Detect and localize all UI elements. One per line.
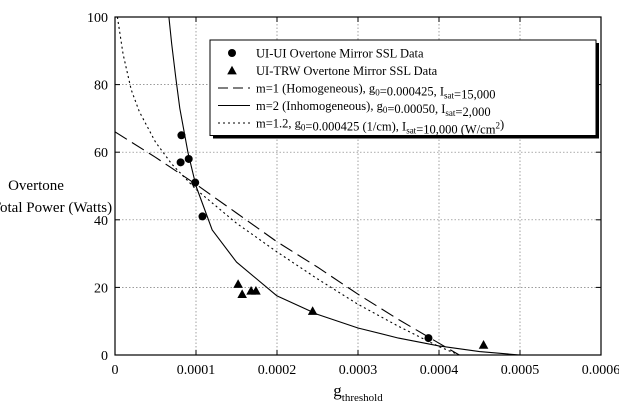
data-point-circle [184,154,193,163]
y-tick-label: 20 [94,281,108,296]
data-point-triangle [233,279,243,288]
legend-symbol [228,49,236,57]
data-point-triangle [251,285,261,295]
x-axis-label: gthreshold [333,381,383,404]
x-tick-label: 0.0005 [501,363,540,378]
x-tick-label: 0 [112,363,119,378]
series-line-3 [115,131,460,355]
y-tick-label: 60 [94,146,108,161]
x-axis-label-main: g [333,381,342,400]
legend-marker-triangle [227,65,237,75]
legend-symbol [227,65,237,75]
x-tick-label: 0.0006 [582,363,619,378]
legend: UI-UI Overtone Mirror SSL Data UI-TRW Ove… [209,39,599,139]
x-tick-label: 0.0001 [177,363,216,378]
series-line-4 [168,17,521,355]
legend-box [209,39,597,136]
data-point-circle [177,131,186,140]
series-line-5 [116,17,460,355]
data-point-circle [176,158,185,167]
y-tick-label: 0 [101,349,108,364]
x-axis-label-subscript: threshold [342,392,383,404]
data-point-triangle [237,289,247,298]
data-point-triangle [478,340,489,349]
x-tick-label: 0.0003 [339,363,378,378]
legend-entry: UI-UI Overtone Mirror SSL Data [256,47,424,61]
legend-marker-circle [228,49,236,57]
legend-entry: m=2 (Inhomogeneous), g0=0.00050, Isat=2,… [256,99,491,119]
y-axis-label-line2: Total Power (Watts) [0,200,112,216]
axis-ticks: 0 0.0001 0.0002 0.0003 0.0004 0.0005 0.0006 0 20… [87,11,619,378]
legend-entry: m=1.2, g0=0.000425 (1/cm), Isat=10,000 (… [256,117,504,137]
x-tick-label: 0.0002 [258,363,297,378]
y-tick-label: 80 [94,79,108,94]
y-tick-label: 100 [87,11,108,26]
legend-entry: UI-TRW Overtone Mirror SSL Data [256,64,438,78]
plot-area [115,17,521,355]
x-tick-label: 0.0004 [420,363,459,378]
y-axis-label-line1: Overtone [8,178,64,194]
legend-entry: m=1 (Homogeneous), g0=0.000425, Isat=15,… [256,82,495,102]
data-point-circle [198,212,207,221]
y-tick-label: 40 [94,214,108,229]
